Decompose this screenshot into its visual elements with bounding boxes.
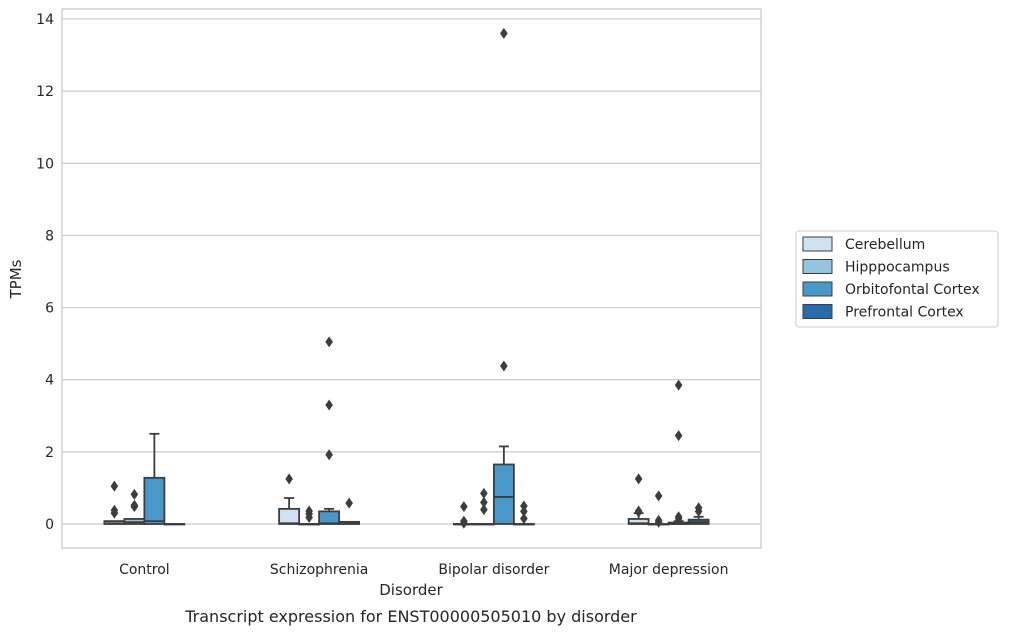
- outlier-point: [654, 490, 663, 502]
- outlier-point: [480, 504, 488, 516]
- box-hipppocampus-0: [123, 488, 146, 525]
- legend-label: Orbitofontal Cortex: [845, 282, 980, 298]
- y-tick-label: 8: [45, 228, 54, 244]
- box-body: [278, 507, 301, 525]
- box-cerebellum-1: [278, 473, 301, 525]
- box-body: [492, 463, 515, 525]
- outlier-point: [345, 497, 353, 509]
- x-tick-label: Bipolar disorder: [438, 562, 549, 578]
- outlier-point: [654, 516, 663, 528]
- x-tick-label: Schizophrenia: [270, 562, 368, 578]
- outlier-point: [674, 379, 683, 391]
- box-prefrontal-cortex-3: [687, 502, 710, 525]
- legend-label: Prefrontal Cortex: [845, 305, 964, 321]
- outlier-point: [634, 506, 643, 518]
- box-orbitofontal-cortex-3: [667, 379, 690, 525]
- y-tick-label: 4: [45, 373, 54, 389]
- y-tick-label: 14: [36, 12, 54, 28]
- outlier-point: [480, 487, 488, 499]
- grid-lines: [62, 18, 761, 525]
- outlier-point: [694, 505, 703, 517]
- outlier-point: [110, 507, 119, 519]
- x-tick-label: Major depression: [609, 562, 729, 578]
- y-axis-ticks: 0 2 4 6 8 10 12 14: [36, 12, 54, 533]
- box-prefrontal-cortex-0: [163, 523, 186, 526]
- box-prefrontal-cortex-1: [338, 497, 361, 525]
- chart-caption: Transcript expression for ENST0000050501…: [184, 607, 637, 626]
- legend-swatch: [802, 236, 833, 252]
- outlier-point: [674, 430, 683, 442]
- outlier-point: [460, 501, 468, 513]
- box-cerebellum-0: [103, 480, 126, 525]
- box-hipppocampus-2: [472, 487, 495, 526]
- x-axis-ticks: Control Schizophrenia Bipolar disorder Majo…: [119, 562, 728, 578]
- box-orbitofontal-cortex-1: [318, 336, 341, 525]
- legend-swatch: [802, 259, 833, 274]
- plot-frame: [61, 8, 762, 549]
- outlier-point: [634, 473, 643, 485]
- outlier-point: [130, 501, 139, 513]
- box-orbitofontal-cortex-2: [492, 27, 515, 525]
- y-tick-label: 2: [45, 445, 54, 461]
- outlier-point: [285, 473, 293, 485]
- outlier-point: [674, 513, 683, 525]
- outlier-point: [460, 517, 468, 529]
- legend-label: Hipppocampus: [845, 260, 950, 276]
- outlier-point: [325, 399, 333, 411]
- plot-area: [103, 27, 710, 529]
- legend: Cerebellum Hipppocampus Orbitofontal Corte…: [795, 230, 999, 328]
- box-hipppocampus-3: [647, 490, 670, 528]
- x-tick-label: Control: [119, 562, 170, 578]
- outlier-point: [500, 27, 508, 39]
- box-body: [143, 476, 166, 525]
- legend-swatch: [802, 281, 833, 297]
- box-prefrontal-cortex-2: [512, 500, 535, 526]
- x-axis-label: Disorder: [379, 581, 443, 599]
- outlier-point: [110, 480, 119, 492]
- box-body: [318, 510, 341, 525]
- y-tick-label: 12: [36, 84, 54, 100]
- box-hipppocampus-1: [298, 505, 321, 526]
- outlier-point: [520, 505, 528, 517]
- outlier-point: [480, 496, 488, 508]
- legend-frame: [795, 230, 999, 328]
- y-tick-label: 0: [45, 517, 54, 533]
- y-tick-label: 6: [45, 301, 54, 317]
- box-cerebellum-2: [452, 501, 475, 529]
- outlier-point: [305, 512, 313, 524]
- outlier-point: [325, 336, 333, 348]
- y-tick-label: 10: [36, 156, 54, 172]
- outlier-point: [500, 360, 508, 372]
- legend-swatch: [802, 304, 833, 319]
- y-axis-label: TPMs: [7, 259, 25, 299]
- outlier-point: [130, 488, 139, 500]
- box-orbitofontal-cortex-0: [143, 432, 166, 525]
- outlier-point: [520, 513, 528, 525]
- box-cerebellum-3: [627, 473, 650, 525]
- outlier-point: [325, 449, 333, 461]
- legend-label: Cerebellum: [845, 237, 925, 253]
